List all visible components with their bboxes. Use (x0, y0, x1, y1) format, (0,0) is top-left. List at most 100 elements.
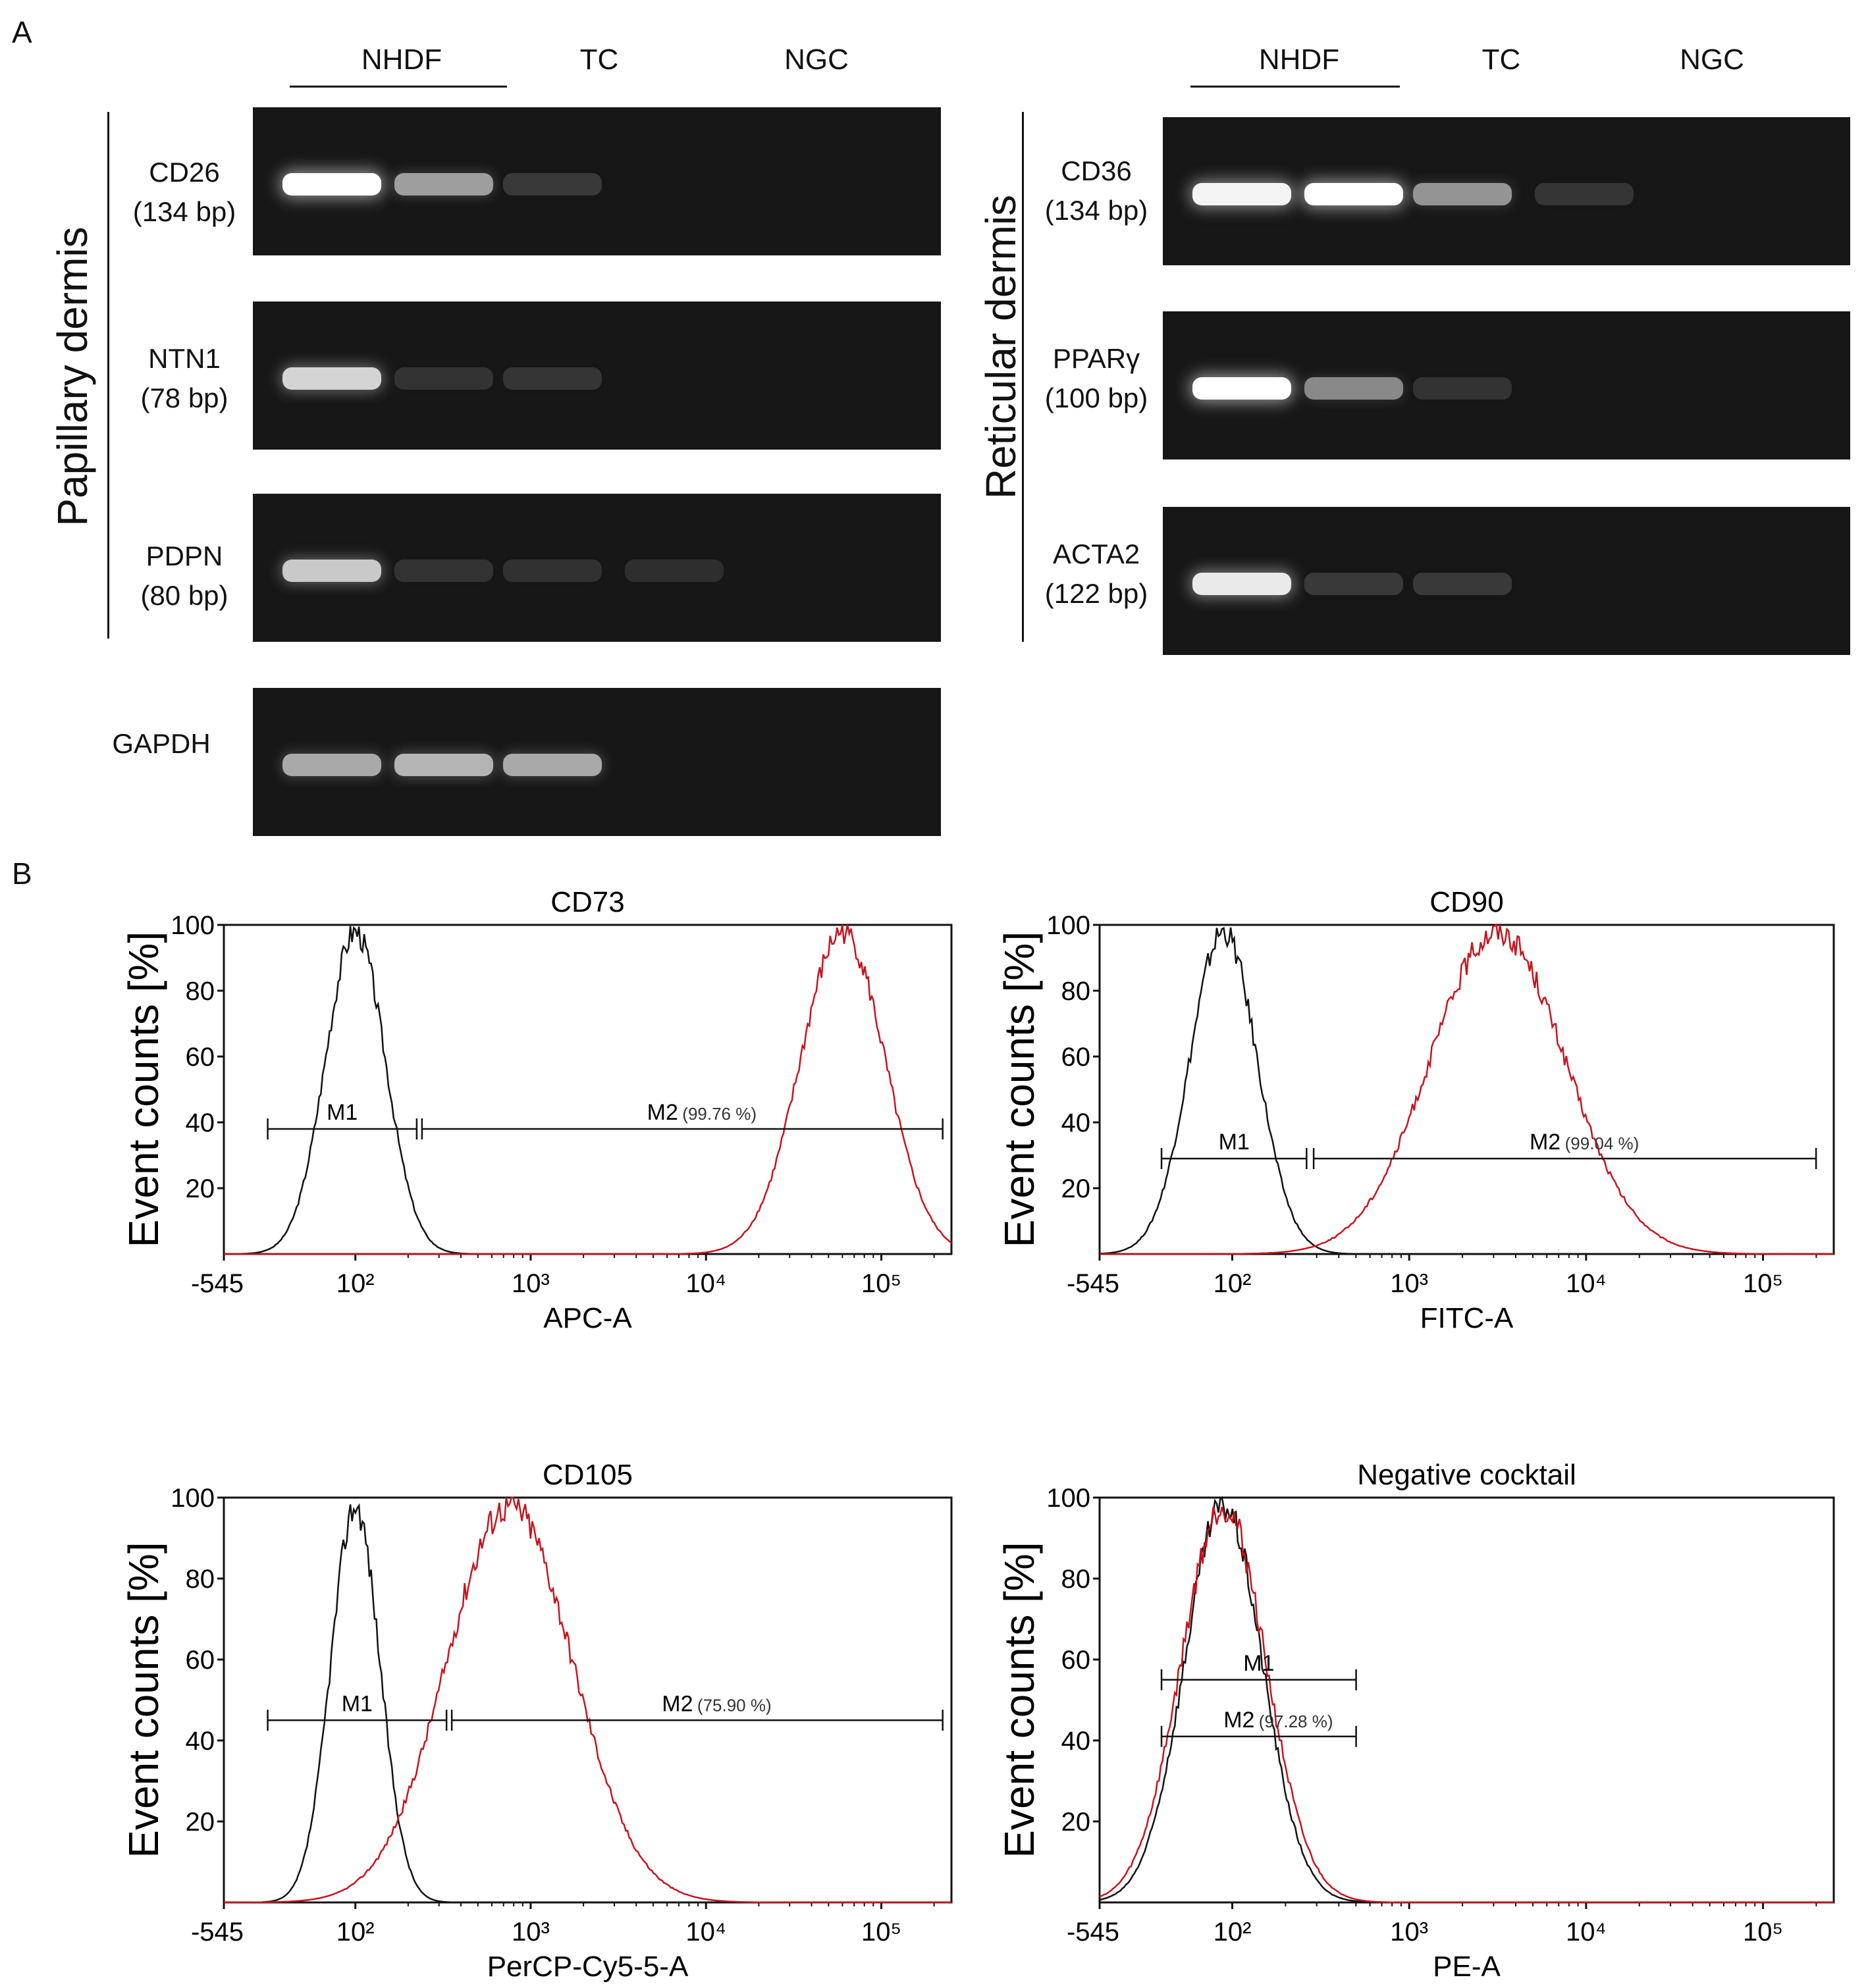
chart-title: Negative cocktail (1357, 1459, 1576, 1491)
x-tick-label: 10⁴ (1566, 1918, 1607, 1947)
x-tick-label: -545 (1067, 1269, 1119, 1298)
x-tick-label: 10⁵ (1743, 1918, 1783, 1947)
panel-b-label: B (12, 856, 32, 891)
x-tick-label: -545 (191, 1269, 244, 1298)
y-tick-label: 40 (1061, 1727, 1091, 1756)
lane-header-underline (290, 86, 507, 88)
lane-header-tc: TC (1481, 43, 1521, 76)
gel-label: NTN1 (78 bp) (115, 339, 254, 418)
gel-band (503, 754, 602, 776)
x-tick-label: 10⁵ (861, 1918, 901, 1947)
amplicon-size: (134 bp) (1044, 195, 1148, 226)
gel-band (394, 173, 493, 196)
gene-name: CD36 (1061, 155, 1132, 186)
x-axis-label: APC-A (543, 1302, 632, 1334)
y-axis-label: Event counts [%] (996, 931, 1043, 1247)
histogram-cd105: CD105 20 40 60 80 100 Event counts [%] -545 10² 1… (99, 1445, 974, 1983)
gate-percentage: (99.04 %) (1565, 1134, 1640, 1153)
gel-band (282, 754, 381, 776)
lane-header-nhdf: NHDF (1258, 43, 1340, 76)
gel-band (1413, 183, 1512, 205)
histogram-series-stained (1100, 923, 1834, 1255)
y-axis-label: Event counts [%] (120, 1542, 167, 1858)
amplicon-size: (78 bp) (140, 382, 228, 413)
gel-band (1304, 377, 1403, 400)
gel-band (1413, 573, 1512, 595)
x-tick-label: 10³ (512, 1918, 550, 1947)
gate-label: M1 (327, 1100, 358, 1125)
gate-marker-m2: M2 (97.28 %) (1160, 1708, 1357, 1747)
histogram-cd90: CD90 20 40 60 80 100 Event counts [%] -545 10² 10… (974, 872, 1857, 1334)
histogram-series-stained (224, 924, 952, 1255)
amplicon-size: (100 bp) (1044, 382, 1148, 413)
y-tick-label: 20 (186, 1174, 215, 1203)
gel-label: PDPN (80 bp) (115, 536, 254, 615)
gate-marker-m2: M2 (75.90 %) (450, 1691, 944, 1731)
y-tick-label: 20 (1061, 1808, 1091, 1837)
y-tick-label: 80 (1061, 977, 1091, 1006)
x-tick-label: 10² (1214, 1918, 1252, 1947)
chart-title: CD73 (550, 886, 625, 918)
histogram-negative-cocktail: Negative cocktail 20 40 60 80 100 Event counts… (974, 1445, 1857, 1983)
plot-frame (1098, 1496, 1835, 1904)
x-tick-label: -545 (1067, 1918, 1119, 1947)
histogram-series-control (224, 1503, 951, 1904)
gel-band (282, 173, 381, 196)
gel-band (282, 367, 381, 390)
gene-name: NTN1 (148, 343, 221, 374)
gel-image-gapdh (253, 688, 941, 836)
histogram-cd73: CD73 20 40 60 80 100 Event counts [%] -545 10² 10… (99, 872, 974, 1334)
gate-marker-m1: M1 (267, 1100, 418, 1139)
lane-header-ngc: NGC (784, 43, 849, 76)
gate-marker-m1: M1 (1160, 1651, 1357, 1690)
y-tick-label: 100 (171, 911, 215, 940)
gel-band (1192, 183, 1291, 205)
gel-band (394, 367, 493, 390)
gel-band (1192, 573, 1291, 595)
gene-name: CD26 (149, 157, 220, 188)
y-tick-label: 60 (186, 1646, 215, 1675)
y-tick-label: 20 (186, 1808, 215, 1837)
histogram-series-control (224, 926, 951, 1255)
y-tick-label: 40 (186, 1109, 215, 1138)
y-tick-label: 100 (1046, 911, 1090, 940)
group-label-papillary-dermis: Papillary dermis (49, 226, 96, 527)
group-label-reticular-dermis: Reticular dermis (977, 194, 1025, 500)
gene-name: PDPN (146, 540, 223, 571)
gate-percentage: (99.76 %) (682, 1104, 757, 1124)
gel-band (625, 560, 724, 582)
gate-marker-m1: M1 (1160, 1130, 1308, 1169)
gate-percentage: (97.28 %) (1259, 1712, 1333, 1731)
gate-label: M1 (342, 1691, 373, 1716)
y-tick-label: 40 (186, 1727, 215, 1756)
gel-image-pdpn (253, 494, 941, 642)
gel-band (1192, 377, 1291, 400)
x-axis-label: PE-A (1433, 1950, 1501, 1983)
amplicon-size: (80 bp) (140, 580, 228, 611)
x-tick-label: 10⁴ (685, 1269, 726, 1298)
x-axis-label: PerCP-Cy5-5-A (487, 1950, 689, 1983)
lane-header-tc: TC (579, 43, 619, 76)
x-tick-label: 10⁴ (685, 1918, 726, 1947)
gate-marker-m2: M2 (99.76 %) (421, 1100, 944, 1139)
gel-band (282, 560, 381, 582)
gel-label: CD36 (134 bp) (1027, 151, 1165, 230)
gate-label: M2 (1530, 1130, 1561, 1155)
lane-header-ngc: NGC (1680, 43, 1744, 76)
histogram-series-stained (224, 1496, 951, 1904)
amplicon-size: (122 bp) (1044, 578, 1148, 609)
gate-percentage: (75.90 %) (697, 1695, 772, 1715)
gel-band (1304, 183, 1403, 205)
gel-band (394, 754, 493, 776)
y-tick-label: 80 (186, 1565, 215, 1594)
gel-image-cd36 (1163, 117, 1850, 265)
gel-label: PPARγ (100 bp) (1027, 339, 1165, 418)
plot-frame (223, 1496, 953, 1904)
gel-image-acta2 (1163, 507, 1850, 655)
y-tick-label: 20 (1061, 1174, 1091, 1203)
gel-label: ACTA2 (122 bp) (1027, 535, 1165, 614)
gel-band (1304, 573, 1403, 595)
